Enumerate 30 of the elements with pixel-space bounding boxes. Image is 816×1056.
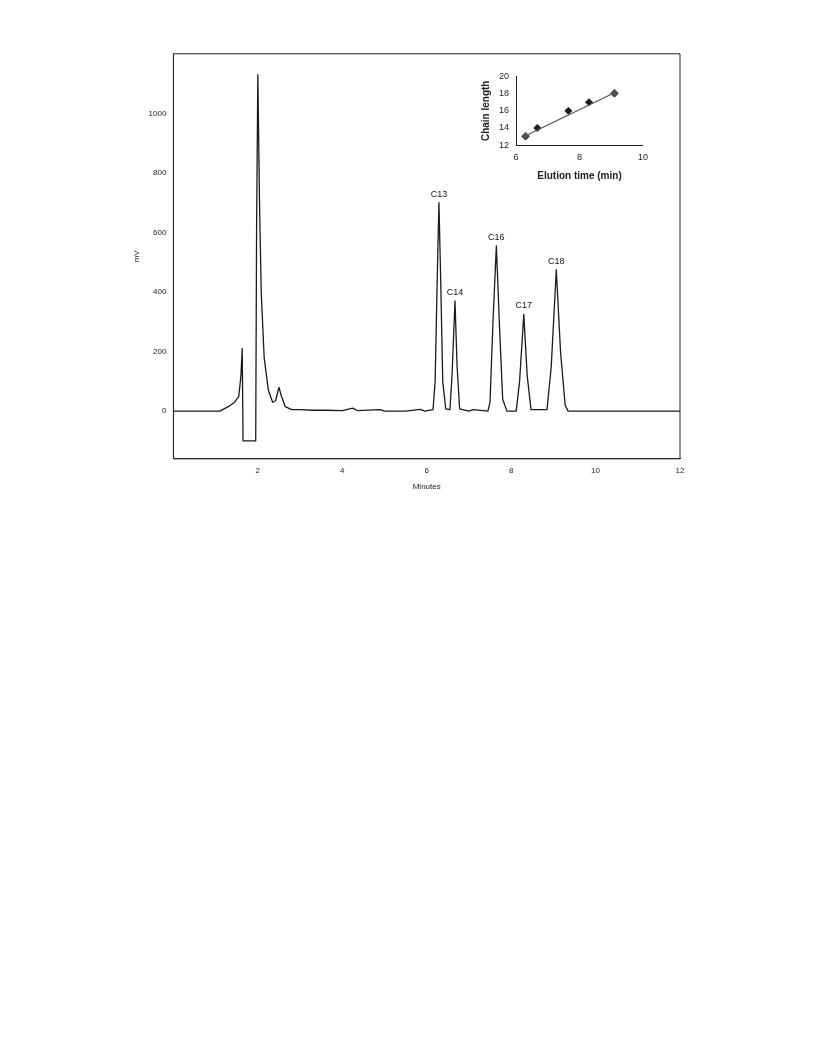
y-tick-label: 20 [499,70,510,81]
x-tick-label: 10 [637,152,648,163]
x-axis-title: Minutes [412,482,441,492]
y-axis-title: Chain length [479,80,491,142]
annotation: C13 [430,188,448,199]
annotation: C17 [515,300,533,311]
x-tick-label: 8 [508,465,514,475]
x-tick-label: 2 [255,465,261,475]
y-tick-label: 600 [153,227,167,237]
x-tick-label: 6 [513,152,519,163]
annotation: C18 [548,255,565,266]
y-tick-label: 1000 [148,108,167,118]
y-tick-label: 800 [153,168,167,178]
y-tick-label: 14 [499,122,510,133]
y-tick-label: 18 [499,88,510,99]
y-tick-label: 400 [153,287,167,297]
y-tick-label: 12 [499,139,510,150]
annotation: C16 [488,231,505,242]
x-tick-label: 8 [576,152,583,163]
y-tick-label: 0 [161,406,167,416]
y-tick-label: 16 [499,105,510,116]
point [564,106,573,115]
y-tick-label: 200 [153,346,167,356]
y-axis-title: mV [132,249,141,263]
annotation: C14 [446,286,464,297]
x-tick-label: 10 [591,465,601,475]
x-tick-label: 6 [424,465,430,475]
x-axis-title: Elution time (min) [537,169,622,181]
x-tick-label: 12 [675,465,685,475]
x-tick-label: 4 [340,465,346,475]
